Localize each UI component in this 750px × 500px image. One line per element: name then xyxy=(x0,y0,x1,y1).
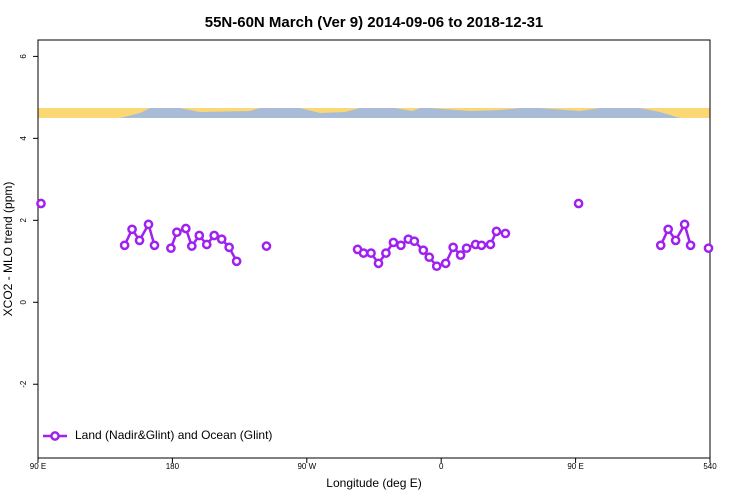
data-point xyxy=(455,250,466,260)
y-tick-label: 0 xyxy=(19,300,28,305)
data-point xyxy=(573,198,584,209)
data-point xyxy=(703,243,714,254)
x-tick-label: 90 W xyxy=(297,462,316,471)
data-point xyxy=(261,241,272,251)
data-point xyxy=(685,240,696,251)
data-point xyxy=(216,234,227,245)
data-point xyxy=(424,252,435,263)
chart-title: 55N-60N March (Ver 9) 2014-09-06 to 2018… xyxy=(205,14,544,31)
data-point xyxy=(194,230,205,241)
legend-marker xyxy=(50,431,60,441)
data-point xyxy=(381,248,391,258)
y-tick-label: -2 xyxy=(19,380,28,388)
data-point xyxy=(143,219,154,230)
data-point xyxy=(388,237,399,248)
x-tick-label: 90 E xyxy=(30,462,46,471)
data-point xyxy=(373,258,384,269)
data-point xyxy=(448,242,458,253)
y-axis-label: XCO2 - MLO trend (ppm) xyxy=(1,182,15,317)
data-point xyxy=(485,239,496,250)
plot-frame xyxy=(37,39,711,459)
data-point xyxy=(366,248,376,258)
data-point xyxy=(134,235,145,246)
x-tick-label: 180 xyxy=(166,462,180,471)
data-point xyxy=(431,261,442,272)
data-point xyxy=(224,242,234,253)
data-point xyxy=(461,243,472,254)
y-tick-label: 2 xyxy=(19,218,28,223)
data-point xyxy=(166,243,176,254)
y-tick-label: 6 xyxy=(19,54,28,59)
data-point xyxy=(500,228,511,239)
data-point xyxy=(172,227,182,238)
legend-label: Land (Nadir&Glint) and Ocean (Glint) xyxy=(75,428,272,442)
map-strip xyxy=(38,108,710,118)
x-axis-label: Longitude (deg E) xyxy=(326,476,421,490)
data-point xyxy=(358,248,369,258)
data-point xyxy=(149,240,160,251)
data-point xyxy=(36,198,46,209)
data-point xyxy=(491,226,502,237)
data-point xyxy=(119,240,130,251)
data-point xyxy=(186,241,197,251)
data-point xyxy=(127,224,137,235)
data-point xyxy=(409,236,420,247)
data-point xyxy=(663,224,674,235)
x-tick-label: 540 xyxy=(703,462,717,471)
data-point xyxy=(180,223,191,234)
data-point xyxy=(209,230,220,241)
data-point xyxy=(418,245,429,256)
data-point xyxy=(440,258,451,269)
data-point xyxy=(670,235,681,246)
y-tick-label: 4 xyxy=(19,136,28,141)
data-point xyxy=(201,239,212,250)
x-tick-label: 90 E xyxy=(567,462,583,471)
data-point xyxy=(655,240,666,251)
data-point xyxy=(679,219,690,230)
data-point xyxy=(396,240,406,251)
data-point xyxy=(231,256,242,267)
x-tick-label: 0 xyxy=(439,462,444,471)
data-point xyxy=(476,240,487,251)
